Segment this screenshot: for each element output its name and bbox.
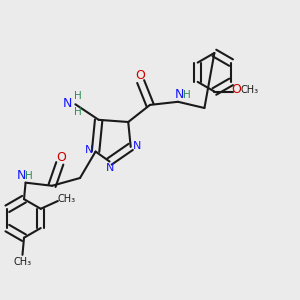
Text: N: N: [134, 141, 142, 151]
Text: O: O: [231, 83, 241, 97]
Text: CH₃: CH₃: [240, 85, 258, 95]
Text: O: O: [56, 151, 66, 164]
Text: N: N: [85, 145, 93, 155]
Text: O: O: [136, 70, 146, 83]
Text: H: H: [183, 90, 190, 100]
Text: N: N: [105, 163, 114, 173]
Text: H: H: [74, 107, 82, 117]
Text: N: N: [175, 88, 184, 101]
Text: N: N: [16, 169, 26, 182]
Text: H: H: [25, 171, 33, 181]
Text: CH₃: CH₃: [58, 194, 76, 205]
Text: N: N: [63, 97, 72, 110]
Text: CH₃: CH₃: [14, 257, 32, 267]
Text: H: H: [74, 91, 82, 100]
